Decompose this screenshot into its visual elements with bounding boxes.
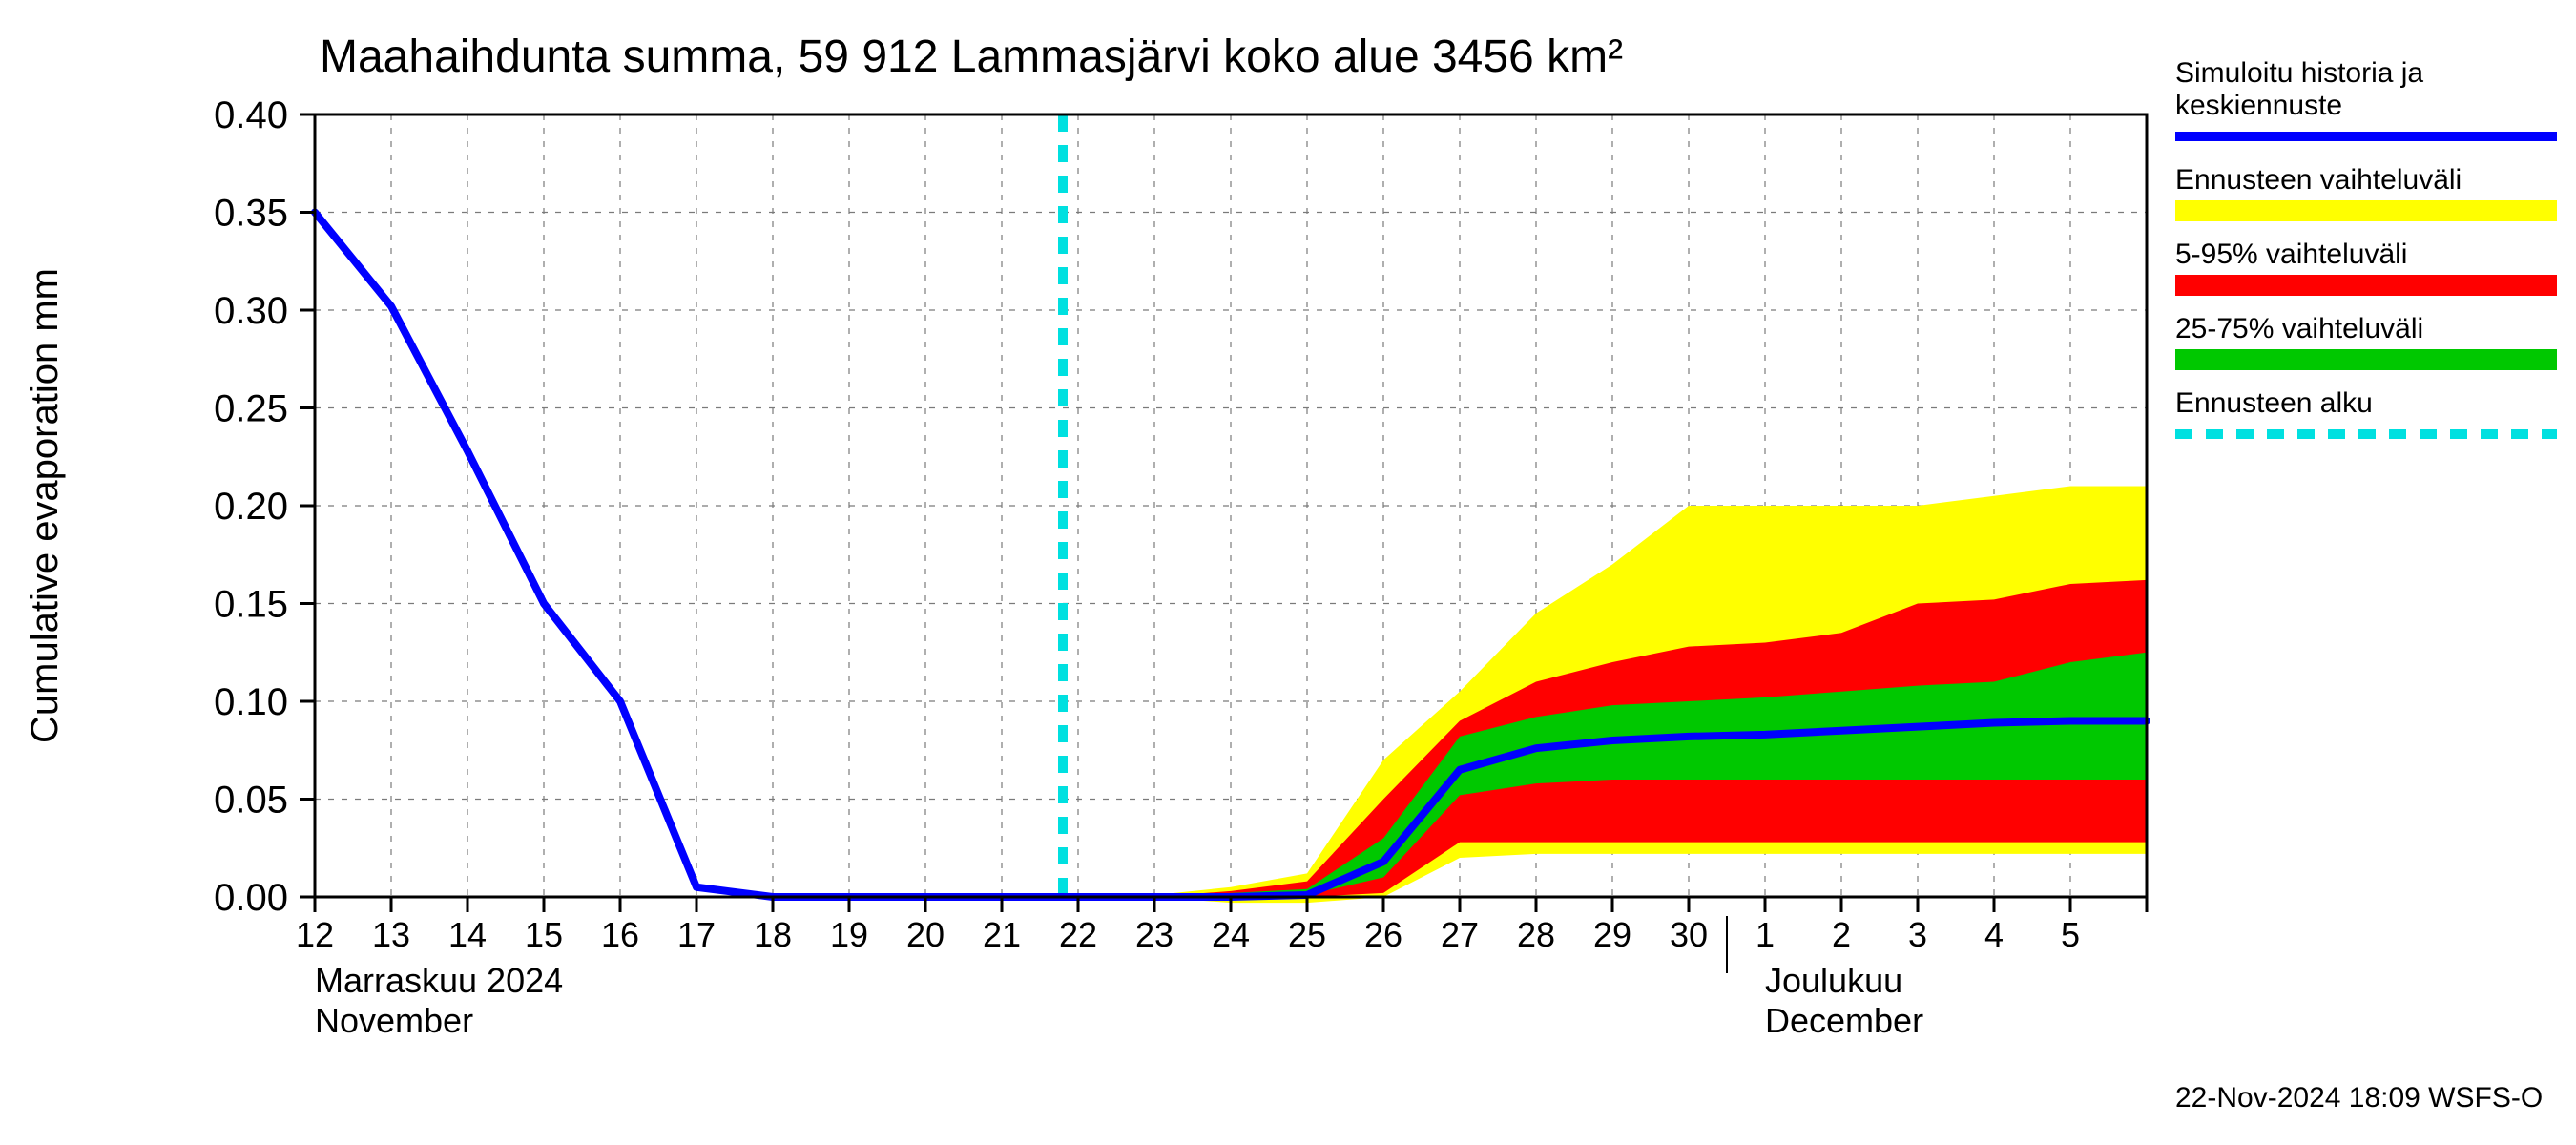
legend-swatch	[2175, 200, 2557, 221]
chart-title: Maahaihdunta summa, 59 912 Lammasjärvi k…	[320, 31, 1623, 82]
y-tick-label: 0.05	[214, 780, 288, 822]
x-tick-label: 1	[1755, 915, 1775, 954]
x-tick-label: 2	[1832, 915, 1851, 954]
x-tick-label: 19	[830, 915, 868, 954]
y-tick-label: 0.25	[214, 388, 288, 430]
x-tick-label: 28	[1517, 915, 1555, 954]
x-tick-label: 15	[525, 915, 563, 954]
chart-svg: 0.000.050.100.150.200.250.300.350.401213…	[0, 0, 2576, 1145]
y-tick-label: 0.00	[214, 877, 288, 919]
y-tick-label: 0.40	[214, 94, 288, 136]
y-tick-label: 0.10	[214, 681, 288, 723]
month-label: Marraskuu 2024	[315, 961, 563, 1000]
chart-container: 0.000.050.100.150.200.250.300.350.401213…	[0, 0, 2576, 1145]
x-tick-label: 5	[2061, 915, 2080, 954]
x-tick-label: 13	[372, 915, 410, 954]
y-tick-label: 0.15	[214, 584, 288, 626]
legend-label: Ennusteen vaihteluväli	[2175, 164, 2462, 196]
legend-label: keskiennuste	[2175, 90, 2342, 121]
x-tick-label: 30	[1670, 915, 1708, 954]
x-tick-label: 22	[1059, 915, 1097, 954]
x-tick-label: 23	[1135, 915, 1174, 954]
x-tick-label: 29	[1593, 915, 1631, 954]
x-tick-label: 4	[1984, 915, 2004, 954]
x-tick-label: 20	[906, 915, 945, 954]
x-tick-label: 21	[983, 915, 1021, 954]
legend-swatch	[2175, 275, 2557, 296]
x-tick-label: 12	[296, 915, 334, 954]
legend-swatch	[2175, 349, 2557, 370]
legend-label: 25-75% vaihteluväli	[2175, 313, 2423, 344]
y-tick-label: 0.20	[214, 486, 288, 528]
y-tick-label: 0.35	[214, 193, 288, 235]
x-tick-label: 27	[1441, 915, 1479, 954]
x-tick-label: 25	[1288, 915, 1326, 954]
month-label: December	[1765, 1001, 1923, 1040]
month-label: November	[315, 1001, 473, 1040]
x-tick-label: 18	[754, 915, 792, 954]
legend-label: Ennusteen alku	[2175, 387, 2373, 419]
y-tick-label: 0.30	[214, 290, 288, 332]
x-tick-label: 24	[1212, 915, 1250, 954]
x-tick-label: 26	[1364, 915, 1402, 954]
x-tick-label: 14	[448, 915, 487, 954]
legend-label: 5-95% vaihteluväli	[2175, 239, 2407, 270]
footer-timestamp: 22-Nov-2024 18:09 WSFS-O	[2175, 1082, 2543, 1114]
y-axis-label: Cumulative evaporation mm	[24, 268, 66, 743]
x-tick-label: 16	[601, 915, 639, 954]
legend-label: Simuloitu historia ja	[2175, 57, 2423, 89]
x-tick-label: 3	[1908, 915, 1927, 954]
x-tick-label: 17	[677, 915, 716, 954]
month-label: Joulukuu	[1765, 961, 1902, 1000]
